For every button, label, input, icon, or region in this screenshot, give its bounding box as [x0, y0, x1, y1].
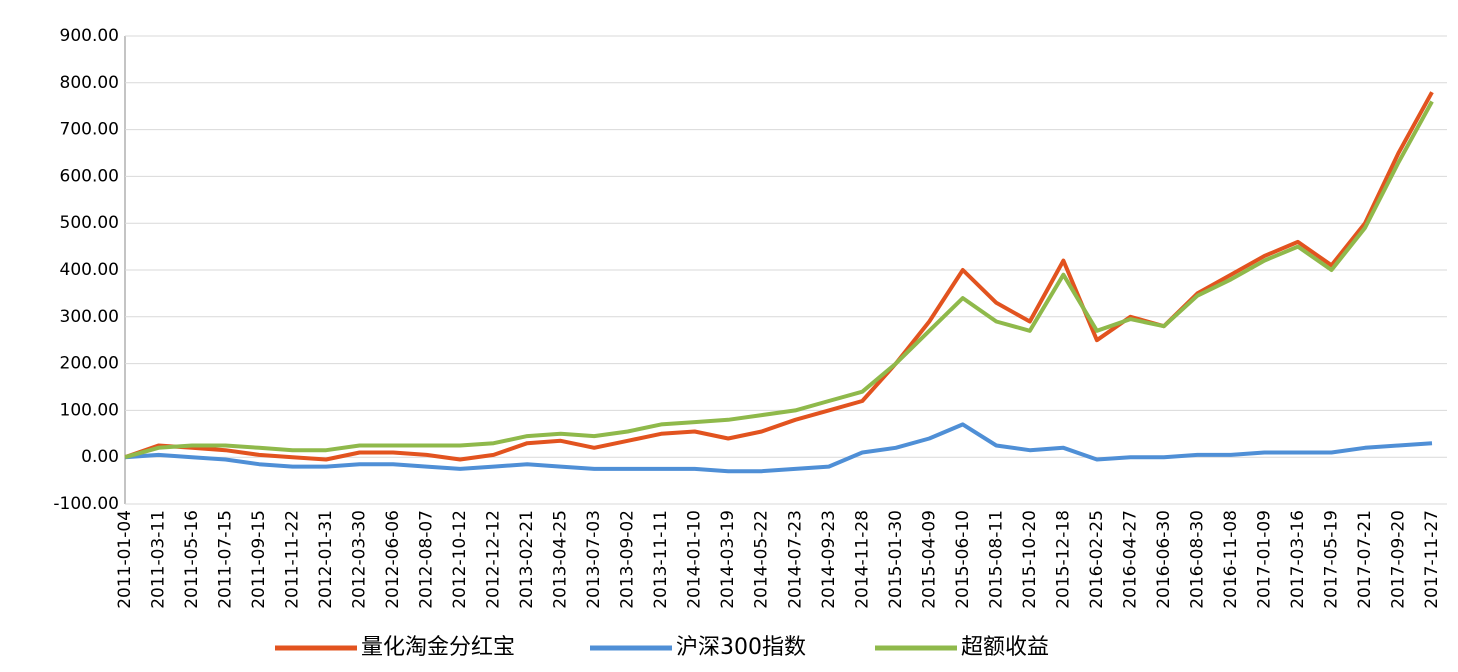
x-tick-label: 2013-02-21	[517, 510, 537, 609]
y-tick-label: 400.00	[60, 260, 119, 280]
x-tick-label: 2016-04-27	[1120, 510, 1140, 609]
x-tick-label: 2017-03-16	[1288, 510, 1308, 609]
x-tick-label: 2014-07-23	[785, 510, 805, 609]
y-tick-label: 200.00	[60, 354, 119, 374]
series-line	[124, 100, 1434, 460]
x-tick-label: 2016-06-30	[1154, 510, 1174, 609]
x-tick-label: 2012-06-06	[383, 510, 403, 609]
y-tick-label: 300.00	[60, 307, 119, 327]
y-tick-label: 700.00	[60, 120, 119, 140]
x-tick-label: 2012-12-12	[484, 510, 504, 609]
x-tick-label: 2017-05-19	[1321, 510, 1341, 609]
x-tick-label: 2014-09-23	[819, 510, 839, 609]
x-tick-label: 2011-07-15	[216, 510, 236, 609]
x-tick-label: 2017-11-27	[1422, 510, 1442, 609]
legend-label: 沪深300指数	[676, 635, 806, 660]
x-tick-label: 2017-01-09	[1254, 510, 1274, 609]
legend-label: 超额收益	[961, 635, 1049, 660]
x-tick-label: 2012-03-30	[350, 510, 370, 609]
x-tick-label: 2011-09-15	[249, 510, 269, 609]
legend-label: 量化淘金分红宝	[361, 635, 515, 660]
x-tick-label: 2013-04-25	[551, 510, 571, 609]
x-tick-label: 2014-01-10	[685, 510, 705, 609]
x-tick-label: 2014-05-22	[752, 510, 772, 609]
x-tick-label: 2012-01-31	[316, 510, 336, 609]
x-tick-label: 2011-01-04	[115, 510, 135, 609]
x-tick-label: 2017-07-21	[1355, 510, 1375, 609]
x-tick-label: 2014-11-28	[852, 510, 872, 609]
x-tick-label: 2013-11-11	[651, 510, 671, 609]
x-tick-label: 2011-05-16	[182, 510, 202, 609]
y-tick-label: 500.00	[60, 213, 119, 233]
x-tick-label: 2015-08-11	[986, 510, 1006, 609]
y-tick-label: 100.00	[60, 400, 119, 420]
x-tick-label: 2015-12-18	[1053, 510, 1073, 609]
series-line	[124, 91, 1434, 462]
x-tick-label: 2016-11-08	[1221, 510, 1241, 609]
y-tick-label: 0.00	[81, 447, 119, 467]
y-tick-label: 600.00	[60, 166, 119, 186]
y-tick-label: 800.00	[60, 73, 119, 93]
x-tick-label: 2015-04-09	[919, 510, 939, 609]
x-tick-label: 2016-02-25	[1087, 510, 1107, 609]
x-tick-label: 2016-08-30	[1187, 510, 1207, 609]
x-tick-label: 2011-03-11	[149, 510, 169, 609]
x-tick-label: 2015-01-30	[886, 510, 906, 609]
x-tick-label: 2014-03-19	[718, 510, 738, 609]
x-tick-label: 2013-09-02	[618, 510, 638, 609]
y-tick-label: -100.00	[53, 494, 119, 514]
y-tick-label: 900.00	[60, 26, 119, 46]
x-tick-label: 2011-11-22	[283, 510, 303, 609]
series-line	[124, 422, 1433, 474]
x-tick-label: 2015-06-10	[953, 510, 973, 609]
x-tick-label: 2012-08-07	[417, 510, 437, 609]
x-tick-label: 2017-09-20	[1388, 510, 1408, 609]
x-tick-label: 2015-10-20	[1020, 510, 1040, 609]
x-tick-label: 2013-07-03	[584, 510, 604, 609]
x-tick-label: 2012-10-12	[450, 510, 470, 609]
